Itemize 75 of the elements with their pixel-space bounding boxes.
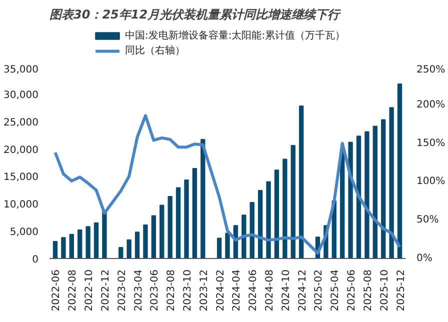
x-tick-label: 2023-04: [133, 269, 144, 312]
bar: [151, 215, 156, 258]
y2-tick-label: 150%: [416, 138, 446, 149]
x-tick-label: 2022-08: [68, 269, 79, 312]
bar: [94, 222, 99, 258]
chart-title: 图表30：25年12月光伏装机量累计同比增速继续下行: [50, 8, 342, 22]
bar: [126, 239, 132, 258]
bar: [143, 224, 148, 258]
bar: [266, 181, 271, 258]
y2-tick-label: 0%: [416, 253, 432, 264]
y-tick-label: 20,000: [4, 144, 39, 156]
x-tick-label: 2024-10: [280, 269, 292, 312]
x-tick-label: 2023-12: [198, 269, 210, 312]
bar: [200, 138, 206, 258]
x-tick-label: 2022-12: [100, 269, 112, 312]
x-tick-label: 2022-10: [84, 269, 96, 312]
bar: [348, 142, 353, 258]
y2-tick-label: 100%: [416, 176, 446, 188]
x-tick-label: 2023-10: [182, 269, 194, 312]
y-tick-label: 5,000: [10, 227, 39, 238]
y-tick-label: 25,000: [4, 117, 39, 128]
y-tick-label: 30,000: [4, 90, 39, 101]
bar: [118, 247, 124, 258]
bar: [364, 131, 370, 258]
y2-tick-label: 200%: [416, 99, 446, 110]
bar: [69, 234, 74, 258]
x-tick-label: 2024-02: [215, 269, 226, 312]
y-tick-label: 0: [32, 254, 39, 266]
y-tick-label: 15,000: [4, 172, 39, 184]
bar: [274, 170, 280, 258]
bar: [168, 196, 172, 258]
bar: [298, 105, 304, 258]
y2-tick-label: 50%: [416, 214, 439, 226]
x-tick-label: 2025-10: [379, 269, 390, 312]
bar: [397, 84, 402, 258]
bar: [184, 180, 189, 258]
x-tick-label: 2023-02: [116, 269, 128, 312]
bar: [78, 229, 82, 258]
x-tick-label: 2024-12: [297, 269, 308, 312]
bar: [102, 210, 107, 258]
bar: [176, 187, 181, 258]
bar: [258, 190, 263, 258]
x-tick-label: 2023-08: [166, 269, 178, 312]
bar: [61, 237, 66, 258]
x-tick-label: 2024-06: [248, 269, 260, 312]
y2-tick-label: 250%: [416, 64, 446, 76]
x-tick-label: 2025-04: [330, 269, 342, 312]
x-tick-label: 2022-06: [51, 269, 62, 312]
bar: [381, 119, 386, 258]
legend-label: 中国:发电新增设备容量:太阳能:累计值（万千瓦）: [124, 30, 346, 42]
x-tick-label: 2025-06: [346, 269, 358, 312]
y-tick-label: 35,000: [4, 64, 39, 76]
x-tick-label: 2024-08: [264, 269, 276, 312]
line-series: [54, 114, 402, 255]
bar: [225, 232, 230, 258]
legend-label: 同比（右轴）: [124, 44, 185, 57]
bar: [216, 238, 222, 258]
bar: [250, 202, 254, 258]
bar: [389, 107, 394, 258]
bar: [86, 226, 90, 258]
bar: [372, 126, 378, 258]
y-tick-label: 10,000: [4, 200, 39, 211]
x-tick-label: 2025-08: [362, 269, 374, 312]
bar: [282, 158, 288, 258]
bar: [356, 136, 362, 258]
x-tick-label: 2025-12: [396, 269, 407, 312]
bar: [192, 168, 198, 258]
bar: [52, 240, 58, 258]
x-tick-label: 2023-06: [150, 269, 161, 312]
x-tick-label: 2024-04: [232, 269, 243, 312]
bar: [134, 232, 140, 258]
bar: [160, 204, 164, 258]
bar: [290, 144, 296, 258]
bar: [242, 214, 246, 258]
x-tick-label: 2025-02: [314, 269, 325, 312]
